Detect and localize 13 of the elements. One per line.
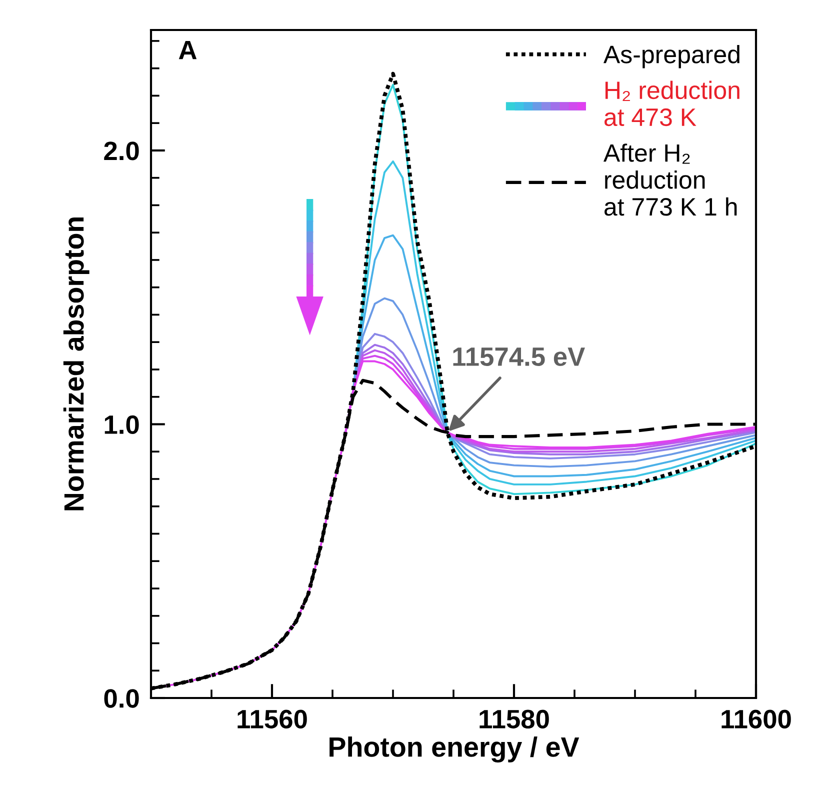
x-tick-label: 11580 bbox=[480, 710, 549, 728]
x-tick-label: 11560 bbox=[238, 710, 307, 728]
annotation: 11574.5 eV bbox=[453, 348, 585, 366]
x-tick-label: 11600 bbox=[722, 710, 791, 728]
legend-label: H₂ reduction at 473 K bbox=[604, 80, 740, 126]
y-tick-label: 1.0 bbox=[104, 415, 139, 434]
y-axis-title: Normarized absorpton bbox=[63, 218, 90, 510]
y-tick-label: 0.0 bbox=[104, 689, 139, 708]
y-tick-label: 2.0 bbox=[104, 142, 139, 160]
x-axis-title: Photon energy / eV bbox=[330, 736, 580, 763]
legend-label: After H₂ reduction at 773 K 1 h bbox=[603, 144, 737, 216]
annotation: A bbox=[178, 40, 197, 60]
legend-label: As-prepared bbox=[603, 45, 740, 68]
